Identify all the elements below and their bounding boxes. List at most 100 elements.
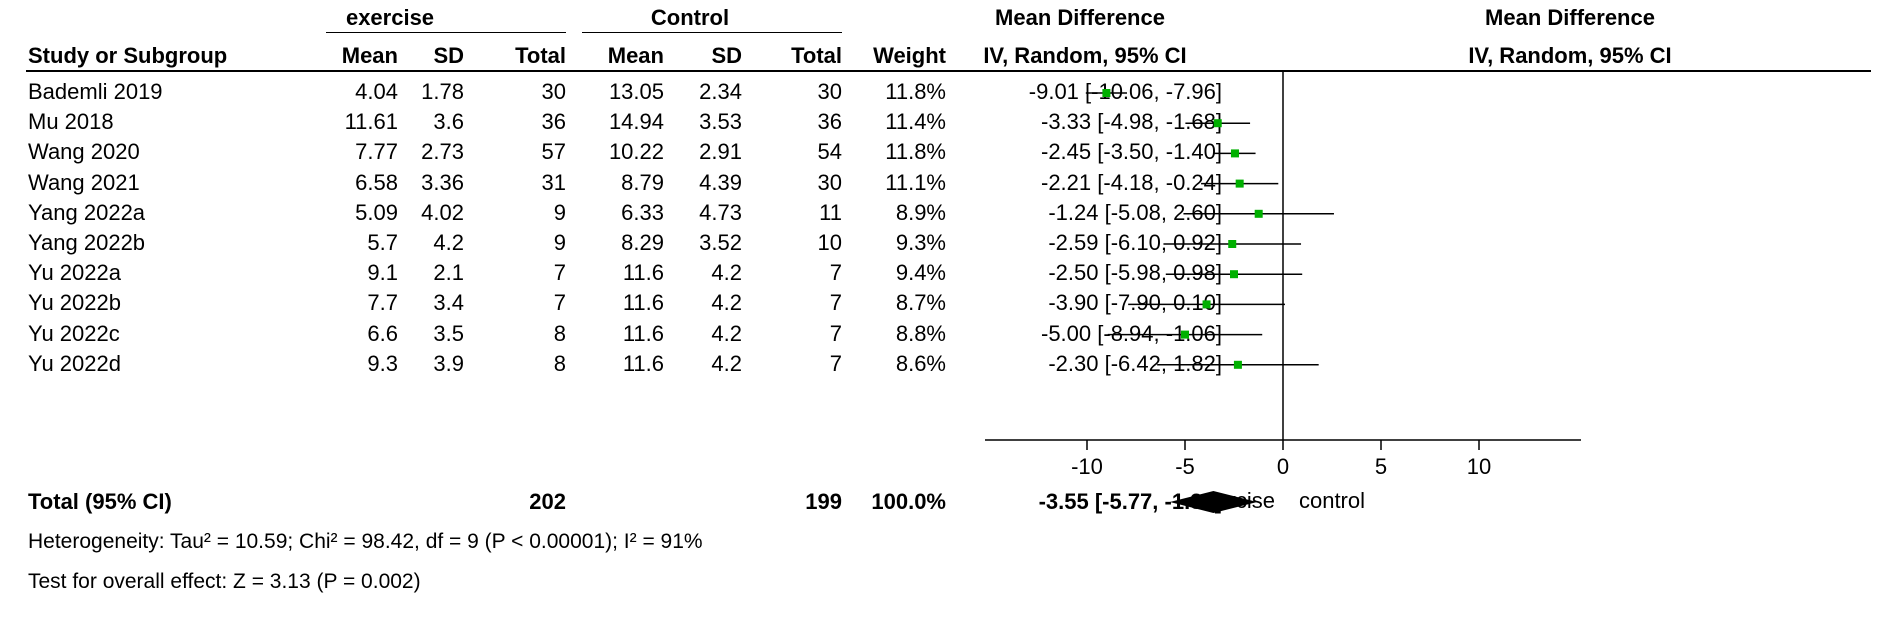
plot-method-header: IV, Random, 95% CI [1468, 43, 1672, 68]
x-tick-label: 10 [1467, 454, 1491, 479]
row-mean2: 11.6 [622, 320, 664, 346]
heterogeneity-text: Heterogeneity: Tau² = 10.59; Chi² = 98.4… [28, 530, 703, 553]
point-estimate [1230, 149, 1239, 158]
total1-header: Total [515, 43, 566, 68]
total-label: Total (95% CI) [28, 489, 172, 514]
row-total2: 54 [817, 139, 842, 165]
row-total2: 7 [829, 290, 842, 316]
row-weight: 8.6% [895, 350, 946, 376]
plot-md-header: Mean Difference [1485, 5, 1655, 30]
row-mean1: 7.77 [355, 139, 398, 165]
study-header: Study or Subgroup [28, 43, 228, 68]
point-estimate [1230, 270, 1238, 279]
row-sd2: 4.2 [711, 350, 742, 376]
x-tick-label: 0 [1277, 454, 1289, 479]
mean2-header: Mean [607, 43, 664, 68]
x-tick-label: 5 [1375, 454, 1387, 479]
point-estimate [1233, 360, 1242, 369]
row-total2: 10 [817, 230, 842, 255]
sd2-header: SD [711, 43, 742, 68]
row-sd1: 2.73 [421, 139, 464, 165]
pooled-diamond [1169, 491, 1258, 513]
row-sd1: 3.5 [433, 320, 464, 346]
row-ci: -3.90 [-7.90, 0.10] [1048, 290, 1222, 316]
mean1-header: Mean [341, 43, 398, 68]
point-estimate [1181, 330, 1189, 339]
overall-effect-text: Test for overall effect: Z = 3.13 (P = 0… [28, 570, 421, 593]
row-mean1: 7.7 [367, 290, 398, 316]
row-ci: -2.59 [-6.10, 0.92] [1048, 230, 1222, 255]
row-sd2: 4.73 [699, 199, 742, 225]
row-sd1: 3.4 [433, 290, 464, 316]
row-mean1: 11.61 [344, 109, 398, 135]
md-method-header: IV, Random, 95% CI [983, 43, 1187, 68]
row-ci: -5.00 [-8.94, -1.06] [1041, 320, 1222, 346]
row-study: Yang 2022a [28, 199, 146, 225]
row-study: Yu 2022c [28, 320, 120, 346]
row-total2: 30 [817, 169, 842, 195]
row-weight: 8.7% [895, 290, 946, 316]
row-sd2: 4.39 [699, 169, 742, 195]
row-sd2: 2.91 [699, 139, 742, 165]
row-mean2: 8.29 [621, 230, 664, 255]
row-weight: 11.4% [885, 109, 946, 135]
row-total2: 7 [829, 320, 842, 346]
row-sd1: 2.1 [433, 260, 464, 286]
row-ci: -1.24 [-5.08, 2.60] [1048, 199, 1222, 225]
row-mean1: 6.6 [367, 320, 398, 346]
row-study: Yu 2022d [28, 350, 121, 376]
row-mean1: 6.58 [355, 169, 398, 195]
header-rule [26, 70, 1871, 72]
row-ci: -2.30 [-6.42, 1.82] [1048, 350, 1222, 376]
row-total1: 57 [541, 139, 566, 165]
group1-header: exercise [345, 5, 435, 30]
row-sd1: 4.2 [433, 230, 464, 255]
row-weight: 9.4% [895, 260, 946, 286]
row-sd2: 4.2 [711, 290, 742, 316]
row-weight: 9.3% [895, 230, 946, 255]
row-mean1: 5.7 [367, 230, 398, 255]
group2-header: Control [650, 5, 730, 30]
row-weight: 8.8% [895, 320, 946, 346]
row-mean1: 5.09 [355, 199, 398, 225]
row-total1: 30 [541, 79, 566, 104]
md-header: Mean Difference [995, 5, 1165, 30]
row-mean1: 9.1 [367, 260, 398, 286]
row-total2: 7 [829, 260, 842, 286]
group2-rule [582, 32, 842, 33]
row-sd2: 4.2 [711, 260, 742, 286]
row-sd1: 4.02 [421, 199, 464, 225]
row-total2: 30 [817, 79, 842, 104]
row-mean2: 6.33 [621, 199, 664, 225]
row-study: Bademli 2019 [28, 79, 163, 104]
row-total2: 11 [819, 199, 842, 225]
row-ci: -2.50 [-5.98, 0.98] [1048, 260, 1222, 286]
x-tick-label: -5 [1175, 454, 1195, 479]
row-sd2: 4.2 [711, 320, 742, 346]
row-weight: 11.1% [885, 169, 946, 195]
point-estimate [1213, 119, 1222, 128]
point-estimate [1228, 240, 1237, 248]
row-sd1: 3.6 [433, 109, 464, 135]
row-mean2: 11.6 [622, 290, 664, 316]
sd1-header: SD [433, 43, 464, 68]
row-sd2: 3.52 [699, 230, 742, 255]
x-tick-label: -10 [1071, 454, 1103, 479]
row-ci: -9.01 [-10.06, -7.96] [1028, 79, 1222, 104]
row-ci: -2.21 [-4.18, -0.24] [1041, 169, 1222, 195]
row-study: Mu 2018 [28, 109, 114, 135]
row-study: Wang 2020 [28, 139, 140, 165]
row-sd2: 3.53 [699, 109, 742, 135]
total2-header: Total [791, 43, 842, 68]
point-estimate [1102, 89, 1111, 97]
row-sd1: 3.9 [433, 350, 464, 376]
row-sd1: 1.78 [421, 79, 464, 104]
row-total1: 31 [541, 169, 566, 195]
row-total1: 8 [553, 320, 566, 346]
row-sd2: 2.34 [699, 79, 742, 104]
weight-header: Weight [873, 43, 946, 68]
row-mean2: 8.79 [621, 169, 664, 195]
point-estimate [1254, 209, 1263, 218]
row-total1: 9 [553, 230, 566, 255]
row-mean2: 11.6 [622, 350, 664, 376]
